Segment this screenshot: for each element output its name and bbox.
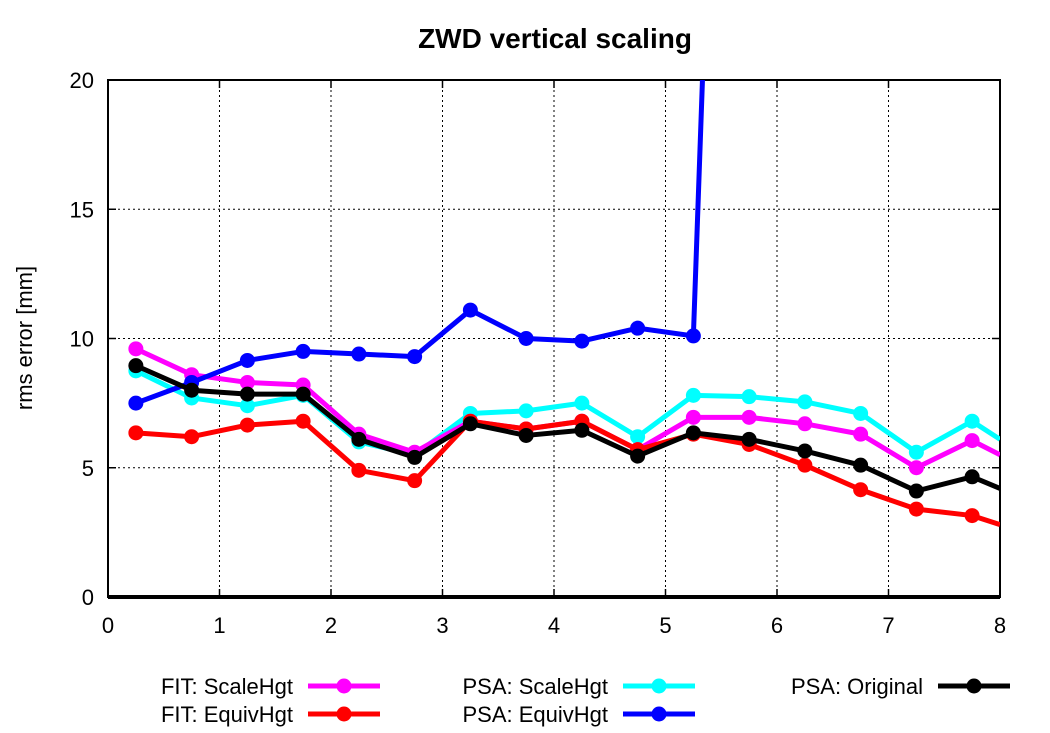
data-point [239,374,255,390]
data-point [239,417,255,433]
legend-entry: FIT: ScaleHgt [161,674,380,699]
legend-label: PSA: EquivHgt [462,702,608,727]
data-point [797,457,813,473]
legend-marker [336,706,352,722]
data-point [128,341,144,357]
x-tick-label: 5 [659,613,671,638]
axes: 0 1 2 3 4 5 6 7 8 0 5 10 15 20 [70,68,1007,638]
legend-label: FIT: EquivHgt [161,702,293,727]
series-psa-original [128,358,1000,499]
legend-label: PSA: Original [791,674,923,699]
data-point [518,331,534,346]
legend-entry: FIT: EquivHgt [161,702,380,727]
series-line [135,80,705,406]
data-point [964,508,980,524]
data-point [518,427,534,443]
legend: FIT: ScaleHgt FIT: EquivHgt PSA: ScaleHgt P… [161,674,1010,727]
data-point [407,473,423,489]
series-psa-equivhgt [128,80,705,411]
data-point [574,395,590,411]
y-tick-label: 0 [82,585,94,610]
x-tick-label: 7 [882,613,894,638]
data-point [518,403,534,419]
x-tick-label: 1 [213,613,225,638]
data-point [239,352,255,368]
data-point [797,443,813,459]
y-tick-label: 20 [70,68,94,93]
legend-entry: PSA: EquivHgt [462,702,695,727]
data-point [853,426,869,442]
legend-marker [966,678,982,694]
data-point [853,405,869,421]
data-point [685,387,701,403]
data-point [407,349,423,365]
data-point [797,416,813,432]
series-line [134,346,1000,471]
data-point [462,302,478,318]
x-tick-label: 3 [436,613,448,638]
data-point [741,389,757,405]
data-point [964,433,980,449]
data-point [908,444,924,460]
data-point [741,431,757,447]
data-point [741,409,757,425]
data-point [685,328,701,344]
x-tick-label: 4 [548,613,560,638]
data-point [908,501,924,517]
y-tick-label: 10 [70,327,94,352]
data-point [462,416,478,432]
data-point [574,333,590,349]
data-point [295,413,311,429]
y-tick-label: 15 [70,197,94,222]
legend-entry: PSA: ScaleHgt [462,674,695,699]
data-point [239,386,255,402]
series-line [135,418,1000,527]
legend-marker [336,678,352,694]
legend-entry: PSA: Original [791,674,1010,699]
data-point [685,409,701,425]
series-psa-scalehgt [128,363,1000,463]
data-point [853,457,869,473]
data-point [351,462,367,478]
data-point [630,448,646,464]
data-point [407,449,423,465]
data-point [184,429,200,445]
data-point [351,346,367,362]
y-axis-label: rms error [mm] [12,266,37,410]
data-point [574,422,590,438]
legend-label: PSA: ScaleHgt [462,674,608,699]
legend-marker [651,706,667,722]
x-tick-label: 0 [102,613,114,638]
legend-marker [651,678,667,694]
data-point [630,320,646,336]
data-point [908,483,924,499]
chart-title: ZWD vertical scaling [418,23,692,54]
data-point [964,413,980,429]
data-point [630,429,646,445]
data-point [295,386,311,402]
data-point [239,398,255,414]
data-point [351,431,367,447]
data-point [908,460,924,476]
data-point [797,394,813,410]
data-point [964,469,980,485]
data-point [184,382,200,398]
data-point [295,343,311,359]
x-tick-label: 2 [325,613,337,638]
y-tick-label: 5 [82,456,94,481]
data-point [128,395,144,411]
series-lines [128,80,1000,527]
data-point [853,482,869,498]
series-fit-scalehgt [128,341,1000,476]
x-tick-label: 6 [771,613,783,638]
data-point [685,425,701,441]
data-point [128,358,144,374]
legend-label: FIT: ScaleHgt [161,674,293,699]
data-point [128,425,144,441]
x-tick-label: 8 [994,613,1006,638]
